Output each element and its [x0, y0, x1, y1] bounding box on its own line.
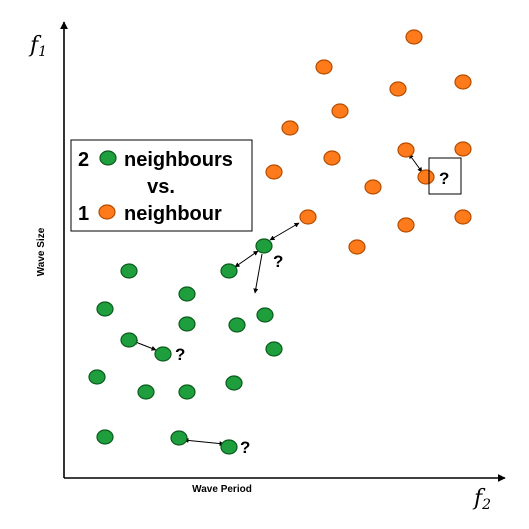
query-label-green-3: ?	[273, 252, 283, 271]
green-point	[96, 301, 114, 317]
green-point	[137, 384, 155, 400]
green-point	[170, 430, 188, 446]
query-highlight-box	[428, 157, 462, 195]
arrow-query2-to-green	[183, 437, 225, 447]
orange-point	[405, 29, 423, 45]
green-point	[220, 263, 238, 279]
arrow-query3-to-green-down	[253, 253, 263, 294]
arrow-query4-to-orange	[408, 153, 423, 173]
legend-count-2: 1	[78, 203, 89, 225]
orange-point	[397, 217, 415, 233]
green-point	[96, 429, 114, 445]
y-axis-title: Wave Size	[36, 227, 47, 276]
orange-query-point	[417, 169, 435, 185]
orange-point	[323, 150, 341, 166]
orange-point	[397, 142, 415, 158]
orange-point	[389, 81, 407, 97]
orange-point	[265, 164, 283, 180]
green-point	[225, 375, 243, 391]
green-point	[256, 307, 274, 323]
orange-point	[331, 103, 349, 119]
green-point	[120, 263, 138, 279]
green-point	[120, 332, 138, 348]
legend-count-1: 2	[78, 149, 89, 171]
arrow-query3-to-green-left	[234, 250, 259, 268]
legend-word-2: neighbour	[124, 203, 222, 225]
x-axis-title: Wave Period	[192, 484, 252, 495]
legend-green-marker	[99, 150, 117, 166]
legend: 2 neighbours vs. 1 neighbour	[70, 139, 253, 232]
y-axis-symbol: f1	[28, 33, 47, 60]
green-point	[178, 384, 196, 400]
green-point	[228, 317, 246, 333]
green-query-point	[220, 439, 238, 455]
orange-point	[454, 209, 472, 225]
class-b-points	[265, 29, 472, 255]
green-point	[178, 316, 196, 332]
class-a-points	[88, 238, 283, 455]
legend-word-1: neighbours	[124, 149, 233, 171]
green-query-point	[154, 346, 172, 362]
query-label-green-1: ?	[175, 345, 185, 364]
query-label-green-2: ?	[240, 438, 250, 457]
orange-point	[454, 74, 472, 90]
orange-point	[348, 239, 366, 255]
x-axis-symbol: f2	[472, 486, 491, 513]
orange-point	[364, 179, 382, 195]
arrow-query3-to-orange	[269, 222, 300, 241]
orange-point	[299, 209, 317, 225]
legend-orange-marker	[98, 204, 116, 220]
green-point	[88, 369, 106, 385]
orange-point	[454, 141, 472, 157]
orange-point	[281, 120, 299, 136]
orange-point	[315, 59, 333, 75]
neighbour-arrows	[132, 153, 423, 447]
green-point	[265, 341, 283, 357]
query-label-orange: ?	[439, 169, 449, 188]
green-point	[178, 286, 196, 302]
legend-vs: vs.	[147, 176, 175, 198]
green-query-point	[255, 238, 273, 254]
